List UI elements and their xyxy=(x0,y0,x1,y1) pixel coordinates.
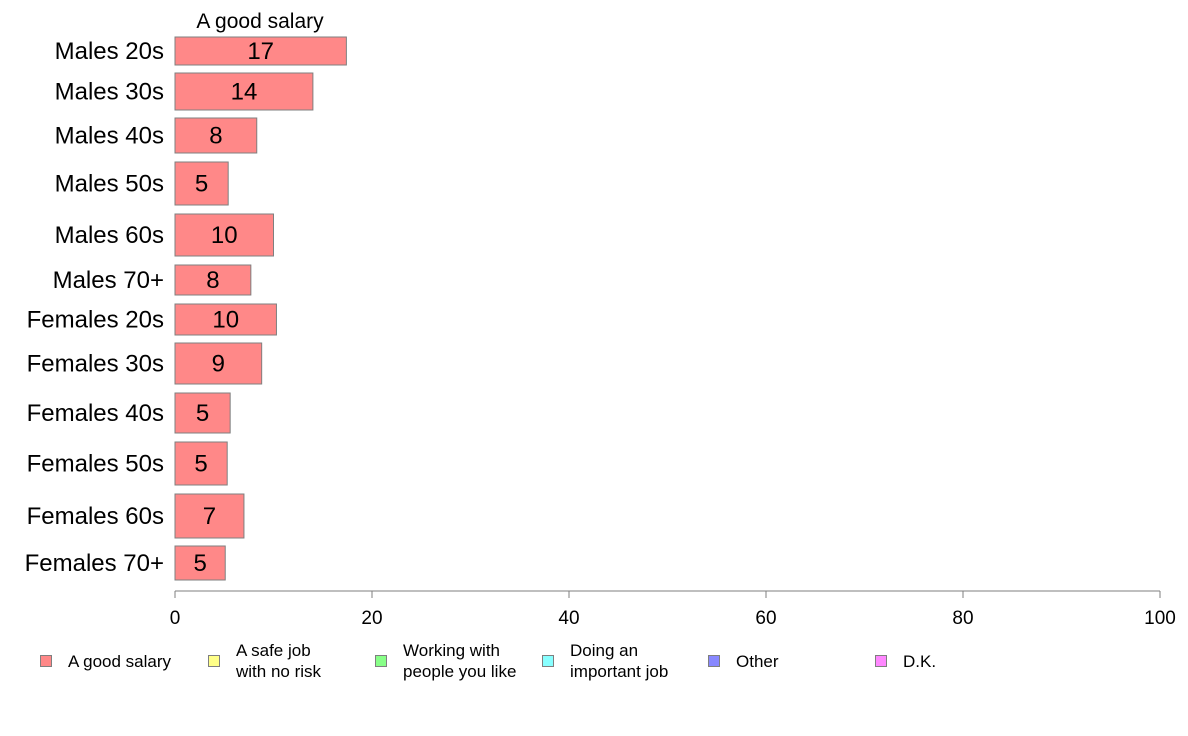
legend-item-good-salary: A good salary xyxy=(40,640,171,682)
category-label-females-30s: Females 30s xyxy=(27,351,164,378)
bar-males-50s xyxy=(174,161,229,206)
legend-swatch-other xyxy=(708,655,720,667)
bar-females-30s xyxy=(174,342,263,385)
category-label-males-70plus: Males 70+ xyxy=(53,267,164,294)
category-label-males-20s: Males 20s xyxy=(55,38,164,65)
legend-item-other: Other xyxy=(708,640,779,682)
x-tick-label-80: 80 xyxy=(952,608,973,629)
bar-males-40s xyxy=(174,117,258,154)
data-label-females-70plus: 5 xyxy=(193,550,206,577)
data-label-males-20s: 17 xyxy=(247,38,274,65)
x-tick-label-0: 0 xyxy=(170,608,181,629)
legend-label-good-salary: A good salary xyxy=(68,651,172,671)
bar-females-20s xyxy=(174,303,277,336)
data-label-males-60s: 10 xyxy=(211,222,238,249)
legend-swatch-good-salary xyxy=(40,655,52,667)
category-label-females-70plus: Females 70+ xyxy=(25,550,164,577)
category-label-males-40s: Males 40s xyxy=(55,123,164,150)
data-label-females-60s: 7 xyxy=(203,503,216,530)
bar-females-70plus xyxy=(174,545,226,581)
category-label-females-50s: Females 50s xyxy=(27,451,164,478)
bar-males-60s xyxy=(174,213,274,257)
legend-swatch-important-job xyxy=(542,655,554,667)
data-label-females-40s: 5 xyxy=(196,400,209,427)
bar-females-60s xyxy=(174,493,245,539)
category-label-females-20s: Females 20s xyxy=(27,307,164,334)
legend-label-other: Other xyxy=(736,651,779,671)
legend-swatch-safe-job xyxy=(208,655,220,667)
category-label-males-60s: Males 60s xyxy=(55,222,164,249)
bars-group: Males 20s 17 Males 30s 14 Males 40s 8 Males 50… xyxy=(25,36,347,581)
data-label-males-70plus: 8 xyxy=(206,267,219,294)
legend-item-important-job: Doing an important job xyxy=(542,640,668,682)
legend-label-safe-job: A safe job with no risk xyxy=(236,641,322,681)
data-label-females-50s: 5 xyxy=(194,451,207,478)
x-axis: 0 20 40 60 80 100 xyxy=(170,590,1176,629)
data-label-males-50s: 5 xyxy=(195,171,208,198)
bar-females-40s xyxy=(174,392,231,434)
chart-title: A good salary xyxy=(196,10,324,33)
legend-swatch-dk xyxy=(875,655,887,667)
legend-item-safe-job: A safe job with no risk xyxy=(208,640,321,682)
legend: A good salary A safe job with no risk Wo… xyxy=(40,640,1180,700)
bar-females-50s xyxy=(174,441,228,486)
category-label-males-50s: Males 50s xyxy=(55,171,164,198)
data-label-females-30s: 9 xyxy=(212,351,225,378)
x-tick-label-20: 20 xyxy=(361,608,382,629)
legend-swatch-working-with-people xyxy=(375,655,387,667)
category-label-males-30s: Males 30s xyxy=(55,79,164,106)
legend-item-working-with-people: Working with people you like xyxy=(375,640,516,682)
category-label-females-40s: Females 40s xyxy=(27,400,164,427)
x-tick-label-40: 40 xyxy=(558,608,579,629)
x-tick-label-100: 100 xyxy=(1144,608,1176,629)
data-label-females-20s: 10 xyxy=(212,307,239,334)
category-label-females-60s: Females 60s xyxy=(27,503,164,530)
bar-males-20s xyxy=(174,36,347,66)
bar-males-30s xyxy=(174,72,314,111)
bar-males-70plus xyxy=(174,264,252,296)
data-label-males-30s: 14 xyxy=(231,79,258,106)
data-label-males-40s: 8 xyxy=(209,123,222,150)
legend-label-dk: D.K. xyxy=(903,651,937,671)
legend-label-important-job: Doing an important job xyxy=(570,641,669,681)
legend-label-working-with-people: Working with people you like xyxy=(403,641,517,681)
legend-item-dk: D.K. xyxy=(875,640,936,682)
x-tick-label-60: 60 xyxy=(755,608,776,629)
